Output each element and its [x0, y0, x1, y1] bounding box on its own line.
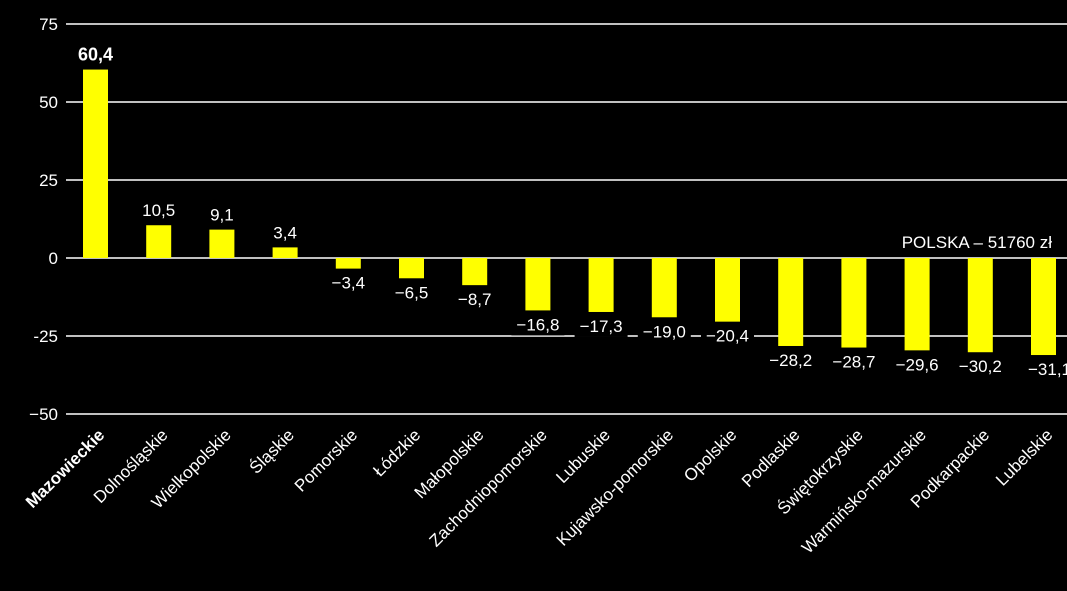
data-label: 60,4: [78, 45, 113, 65]
bars: [83, 69, 1056, 356]
bar: [651, 258, 677, 318]
category-label: Zachodniopomorskie: [426, 425, 551, 550]
category-label: Pomorskie: [291, 425, 361, 495]
data-label: −8,7: [458, 290, 492, 309]
data-label-backdrop: [637, 322, 691, 343]
data-label-backdrop: [389, 283, 434, 304]
category-label: Łódzkie: [369, 425, 424, 480]
data-label: −31,1: [1028, 360, 1067, 379]
bar: [841, 258, 867, 348]
bar: [272, 247, 298, 258]
data-label-backdrop: [326, 273, 371, 294]
bar: [1031, 258, 1056, 356]
bar: [588, 258, 614, 312]
data-label-backdrop: [511, 315, 565, 336]
data-labels: 60,4 10,5 9,1 3,4 −3,4 −6,5 −8,7 −16,8 −17,3 −19,…: [78, 45, 1067, 381]
data-label: −28,7: [832, 353, 875, 372]
bar: [525, 258, 551, 311]
y-tick-label: −50: [29, 405, 58, 424]
bar: [778, 258, 804, 346]
data-label-backdrop: [953, 357, 1007, 378]
data-label: 10,5: [142, 201, 175, 220]
data-label: −6,5: [395, 283, 429, 302]
bar: [335, 258, 361, 269]
category-label: Lubuskie: [552, 425, 614, 487]
y-tick-label: 50: [39, 93, 58, 112]
data-label: −17,3: [580, 317, 623, 336]
bar: [146, 225, 172, 258]
category-label: Śląskie: [246, 425, 298, 477]
data-label: −20,4: [706, 327, 749, 346]
category-label: Lubelskie: [992, 425, 1056, 489]
y-tick-label: 75: [39, 15, 58, 34]
data-label: 9,1: [210, 206, 234, 225]
data-label: 3,4: [273, 223, 297, 242]
data-label: −28,2: [769, 351, 812, 370]
y-tick-label: 25: [39, 171, 58, 190]
data-label: −16,8: [516, 315, 559, 334]
reference-label: POLSKA – 51760 zł: [902, 233, 1052, 252]
category-label: Podlaskie: [738, 425, 804, 491]
bar: [715, 258, 740, 322]
y-tick-label: 0: [49, 249, 58, 268]
bar: [83, 69, 108, 258]
bar: [462, 258, 488, 286]
y-axis-ticks: 75 50 25 0 -25 −50: [29, 15, 58, 424]
data-label-backdrop: [890, 355, 944, 376]
category-label: Opolskie: [680, 425, 740, 485]
data-label-backdrop: [764, 350, 818, 371]
category-label: Kujawsko-pomorskie: [553, 425, 677, 549]
bar: [904, 258, 930, 351]
data-label: −19,0: [643, 322, 686, 341]
data-label-backdrop: [827, 352, 881, 373]
y-tick-label: -25: [33, 327, 58, 346]
category-label: Warmińsko-mazurskie: [798, 425, 930, 557]
bar: [967, 258, 993, 353]
bar: [399, 258, 424, 279]
data-label-backdrop: [1023, 360, 1067, 381]
data-label-backdrop: [452, 290, 497, 311]
data-label: −3,4: [332, 274, 366, 293]
data-label-backdrop: [574, 316, 628, 337]
data-label-backdrop: [701, 326, 754, 347]
data-label: −30,2: [959, 357, 1002, 376]
data-label: −29,6: [896, 355, 939, 374]
bar: [209, 229, 235, 258]
